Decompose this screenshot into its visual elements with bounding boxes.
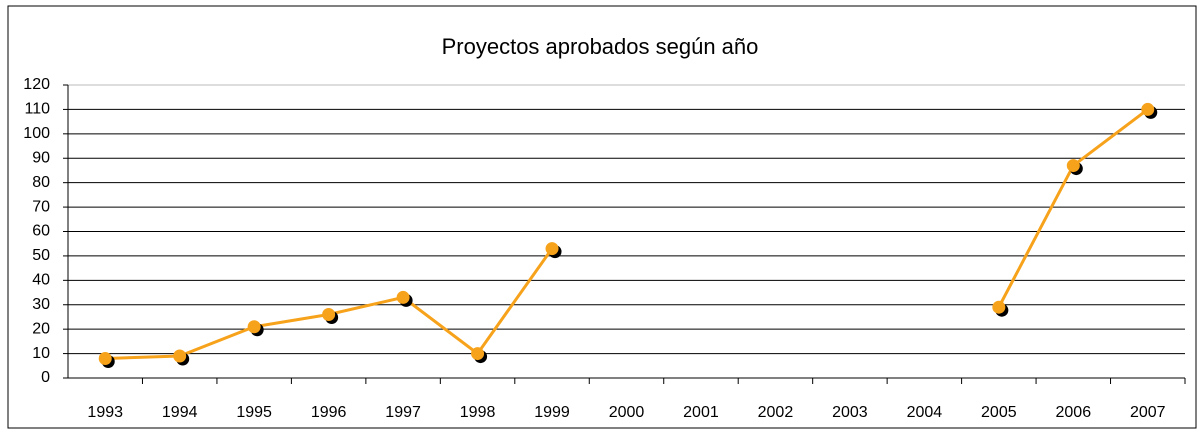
y-tick-label: 120 [23, 76, 50, 93]
x-tick-label: 1997 [385, 404, 421, 421]
x-tick-label: 2007 [1130, 404, 1166, 421]
x-tick-label: 2000 [609, 404, 645, 421]
x-tick-label: 2003 [832, 404, 868, 421]
y-tick-label: 60 [32, 223, 50, 240]
x-tick-label: 2006 [1056, 404, 1092, 421]
x-tick-label: 2005 [981, 404, 1017, 421]
y-tick-label: 10 [32, 345, 50, 362]
x-tick-label: 2004 [907, 404, 943, 421]
marker [1066, 159, 1080, 173]
chart-title: Proyectos aprobados según año [442, 34, 759, 59]
x-tick-label: 1999 [534, 404, 570, 421]
marker [992, 300, 1006, 314]
marker [98, 351, 112, 365]
x-tick-label: 1996 [311, 404, 347, 421]
x-tick-label: 1993 [87, 404, 123, 421]
y-tick-label: 20 [32, 320, 50, 337]
marker [396, 290, 410, 304]
y-tick-label: 80 [32, 174, 50, 191]
y-tick-label: 40 [32, 272, 50, 289]
marker [322, 308, 336, 322]
y-tick-label: 70 [32, 198, 50, 215]
marker [471, 347, 485, 361]
x-tick-label: 2002 [758, 404, 794, 421]
marker [173, 349, 187, 363]
x-tick-label: 1994 [162, 404, 198, 421]
x-tick-label: 1995 [236, 404, 272, 421]
y-tick-label: 50 [32, 247, 50, 264]
marker [545, 242, 559, 256]
y-tick-label: 0 [41, 369, 50, 386]
x-tick-label: 1998 [460, 404, 496, 421]
y-tick-label: 90 [32, 149, 50, 166]
y-tick-label: 30 [32, 296, 50, 313]
y-tick-label: 100 [23, 125, 50, 142]
marker [247, 320, 261, 334]
x-tick-label: 2001 [683, 404, 719, 421]
marker [1141, 102, 1155, 116]
chart-border [7, 5, 1197, 429]
y-tick-label: 110 [24, 101, 50, 118]
